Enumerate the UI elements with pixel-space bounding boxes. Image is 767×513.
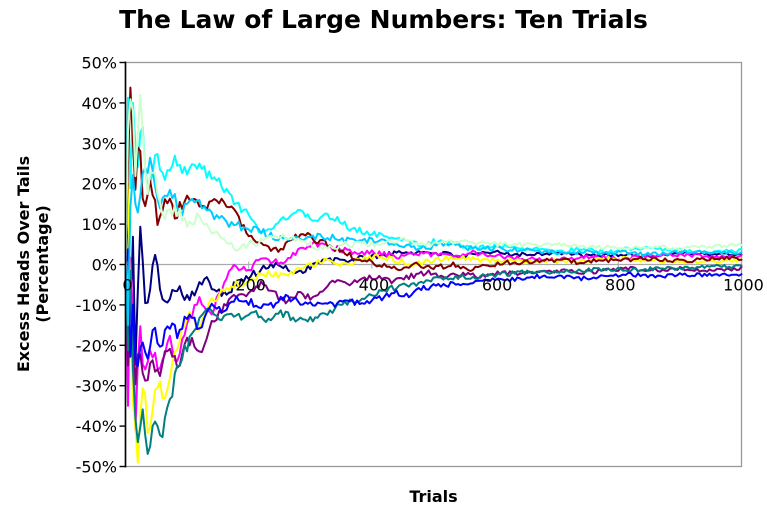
series-line-trial-4 [124, 96, 743, 266]
y-tick-label: 0% [92, 256, 117, 275]
series-line-trial-5 [124, 263, 743, 386]
y-tick-label: 30% [81, 134, 117, 153]
x-tick-label: 0 [122, 276, 132, 295]
chart-title: The Law of Large Numbers: Ten Trials [119, 5, 648, 34]
y-tick-label: -20% [76, 336, 117, 355]
series-line-trial-7 [124, 263, 743, 455]
y-tick-label: -10% [76, 296, 117, 315]
x-axis-title: Trials [409, 487, 458, 506]
series-line-trial-6 [124, 86, 743, 272]
x-tick-label: 800 [605, 276, 636, 295]
y-tick-label: -40% [76, 417, 117, 436]
series-line-trial-10 [124, 93, 743, 266]
y-tick-label: 20% [81, 175, 117, 194]
y-tick-label: 40% [81, 94, 117, 113]
series-line-trial-8 [124, 248, 743, 368]
y-tick-label: -50% [76, 458, 117, 477]
x-tick-label: 1000 [723, 276, 764, 295]
series-line-trial-3 [124, 182, 743, 464]
y-tick-label: 50% [81, 54, 117, 73]
x-tick-label: 600 [482, 276, 513, 295]
y-tick-label: 10% [81, 215, 117, 234]
x-tick-label: 400 [359, 276, 390, 295]
y-tick-label: -30% [76, 377, 117, 396]
x-tick-label: 200 [235, 276, 266, 295]
